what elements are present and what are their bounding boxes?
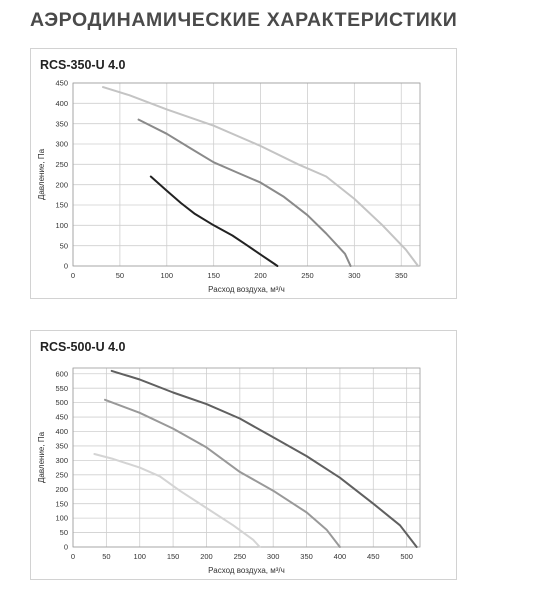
- chart-title: RCS-350-U 4.0: [40, 58, 126, 72]
- y-tick-label: 50: [60, 241, 68, 250]
- x-tick-label: 100: [161, 271, 174, 280]
- series-line-2: [137, 118, 352, 267]
- y-tick-label: 300: [55, 456, 68, 465]
- y-tick-label: 600: [55, 369, 68, 378]
- y-tick-label: 150: [55, 201, 68, 210]
- y-axis-label: Давление, Па: [37, 148, 46, 200]
- axes: 0 50 100 150 200 250 300 350 0 50 100 150 200 250 300 3…: [37, 79, 421, 294]
- y-tick-label: 400: [55, 99, 68, 108]
- series-lines: [102, 86, 420, 267]
- y-tick-label: 200: [55, 180, 68, 189]
- x-tick-label: 250: [234, 552, 247, 561]
- x-tick-label: 150: [207, 271, 220, 280]
- y-tick-label: 200: [55, 485, 68, 494]
- x-axis-label: Расход воздуха, м³/ч: [208, 566, 285, 575]
- y-tick-label: 300: [55, 140, 68, 149]
- series-lines: [93, 369, 418, 548]
- y-tick-label: 450: [55, 413, 68, 422]
- y-tick-label: 450: [55, 79, 68, 88]
- x-tick-label: 350: [395, 271, 408, 280]
- x-tick-label: 50: [102, 552, 110, 561]
- y-tick-label: 100: [55, 514, 68, 523]
- chart-title: RCS-500-U 4.0: [40, 340, 126, 354]
- y-tick-label: 350: [55, 119, 68, 128]
- y-tick-label: 250: [55, 470, 68, 479]
- y-tick-label: 0: [64, 543, 68, 552]
- y-tick-label: 250: [55, 160, 68, 169]
- y-tick-label: 350: [55, 442, 68, 451]
- x-tick-label: 200: [200, 552, 213, 561]
- series-line-2: [104, 398, 341, 548]
- series-line-3: [93, 453, 261, 548]
- x-tick-label: 250: [301, 271, 314, 280]
- y-axis-label: Давление, Па: [37, 431, 46, 483]
- y-tick-label: 500: [55, 398, 68, 407]
- page-title: АЭРОДИНАМИЧЕСКИЕ ХАРАКТЕРИСТИКИ: [30, 9, 458, 31]
- series-line-1: [110, 369, 418, 548]
- series-line-3: [102, 86, 420, 267]
- x-tick-label: 400: [334, 552, 347, 561]
- pressure-flow-chart-rcs-500: 0 50 100 150 200 250 300 350 400 450 500 0 50 100 150 2…: [37, 367, 421, 575]
- y-tick-label: 400: [55, 427, 68, 436]
- x-tick-label: 50: [116, 271, 124, 280]
- x-tick-label: 500: [400, 552, 413, 561]
- grid: [72, 368, 420, 548]
- x-tick-label: 0: [71, 271, 75, 280]
- grid: [72, 82, 420, 267]
- x-tick-label: 200: [254, 271, 267, 280]
- y-tick-label: 100: [55, 221, 68, 230]
- y-tick-label: 550: [55, 384, 68, 393]
- chart-panel-rcs-350: RCS-350-U 4.0 0 50 100 150 200 250 300 350 0 50 10…: [30, 48, 457, 299]
- x-tick-label: 300: [267, 552, 280, 561]
- series-line-1: [149, 175, 279, 267]
- x-tick-label: 0: [71, 552, 75, 561]
- y-tick-label: 50: [60, 528, 68, 537]
- pressure-flow-chart-rcs-350: 0 50 100 150 200 250 300 350 0 50 100 150 200 250 300 3…: [37, 79, 421, 294]
- y-tick-label: 0: [64, 262, 68, 271]
- x-tick-label: 100: [133, 552, 146, 561]
- chart-panel-rcs-500: RCS-500-U 4.0 0 50 100 150 200 250 300 350 400 45…: [30, 330, 457, 580]
- x-tick-label: 450: [367, 552, 380, 561]
- axes: 0 50 100 150 200 250 300 350 400 450 500 0 50 100 150 2…: [37, 367, 421, 575]
- x-tick-label: 350: [300, 552, 313, 561]
- x-axis-label: Расход воздуха, м³/ч: [208, 285, 285, 294]
- x-tick-label: 150: [167, 552, 180, 561]
- x-tick-label: 300: [348, 271, 361, 280]
- plot-frame: [72, 82, 421, 267]
- plot-frame: [72, 367, 421, 548]
- y-tick-label: 150: [55, 499, 68, 508]
